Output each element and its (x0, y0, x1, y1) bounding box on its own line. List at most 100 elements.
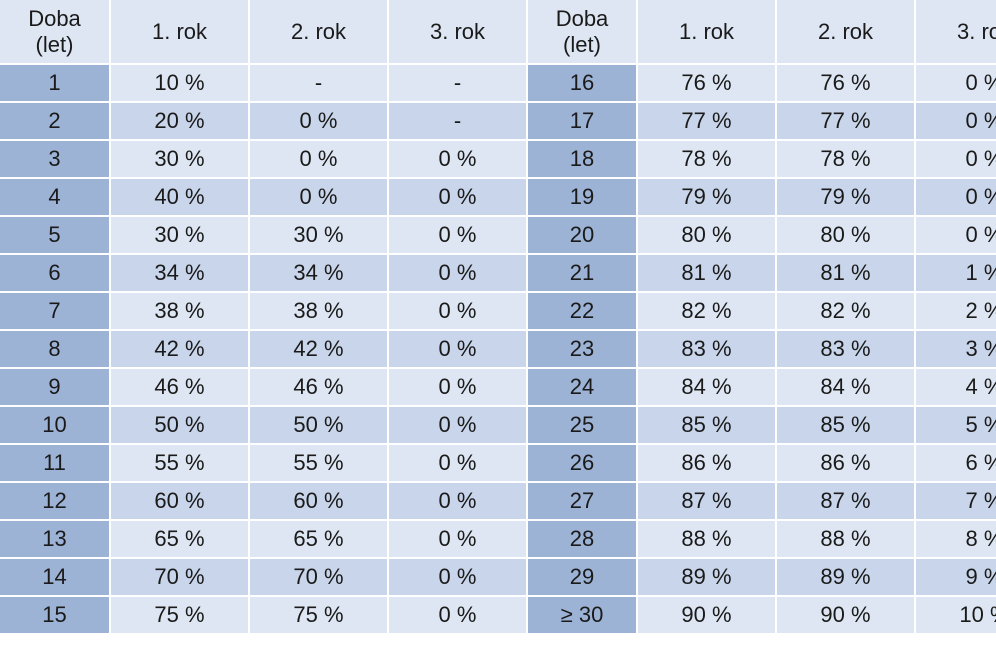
cell-rok3: 4 % (915, 368, 996, 406)
cell-doba: 5 (0, 216, 110, 254)
cell-rok2: 46 % (249, 368, 388, 406)
cell-rok1: 86 % (637, 444, 776, 482)
cell-rok3: 0 % (915, 216, 996, 254)
cell-rok1: 75 % (110, 596, 249, 634)
cell-rok3: 5 % (915, 406, 996, 444)
header-rok2-right: 2. rok (776, 0, 915, 64)
cell-rok3: 7 % (915, 482, 996, 520)
cell-rok1: 50 % (110, 406, 249, 444)
table-row: 1260 %60 %0 %2787 %87 %7 % (0, 482, 996, 520)
data-table: Doba (let) 1. rok 2. rok 3. rok Doba (le… (0, 0, 996, 635)
cell-rok1: 77 % (637, 102, 776, 140)
table-row: 440 %0 %0 %1979 %79 %0 % (0, 178, 996, 216)
cell-rok1: 88 % (637, 520, 776, 558)
cell-rok3: 3 % (915, 330, 996, 368)
cell-doba: 9 (0, 368, 110, 406)
header-doba-line2: (let) (0, 32, 109, 57)
cell-rok3: 0 % (915, 140, 996, 178)
table-row: 1155 %55 %0 %2686 %86 %6 % (0, 444, 996, 482)
cell-rok1: 84 % (637, 368, 776, 406)
cell-rok3: 6 % (915, 444, 996, 482)
cell-rok1: 76 % (637, 64, 776, 102)
cell-doba: 8 (0, 330, 110, 368)
header-doba-right: Doba (let) (527, 0, 637, 64)
header-doba-line1: Doba (0, 6, 109, 31)
cell-rok3: 0 % (388, 558, 527, 596)
header-rok1-left: 1. rok (110, 0, 249, 64)
cell-rok3: 0 % (388, 444, 527, 482)
cell-doba: 23 (527, 330, 637, 368)
cell-rok1: 30 % (110, 216, 249, 254)
cell-rok2: 55 % (249, 444, 388, 482)
table-body: 110 %--1676 %76 %0 %220 %0 %-1777 %77 %0… (0, 64, 996, 634)
cell-rok2: 82 % (776, 292, 915, 330)
cell-rok1: 78 % (637, 140, 776, 178)
cell-doba: 19 (527, 178, 637, 216)
cell-rok3: 0 % (915, 178, 996, 216)
cell-rok1: 60 % (110, 482, 249, 520)
cell-rok1: 30 % (110, 140, 249, 178)
cell-rok2: 77 % (776, 102, 915, 140)
cell-rok2: 84 % (776, 368, 915, 406)
cell-doba: 22 (527, 292, 637, 330)
cell-rok3: - (388, 102, 527, 140)
header-rok2-left: 2. rok (249, 0, 388, 64)
cell-rok3: 0 % (388, 330, 527, 368)
cell-rok1: 46 % (110, 368, 249, 406)
header-rok3-left: 3. rok (388, 0, 527, 64)
cell-rok1: 90 % (637, 596, 776, 634)
cell-rok2: 81 % (776, 254, 915, 292)
cell-doba: 17 (527, 102, 637, 140)
cell-rok1: 38 % (110, 292, 249, 330)
cell-doba: 20 (527, 216, 637, 254)
table-header: Doba (let) 1. rok 2. rok 3. rok Doba (le… (0, 0, 996, 64)
cell-rok3: 10 % (915, 596, 996, 634)
cell-rok2: 0 % (249, 102, 388, 140)
cell-rok3: - (388, 64, 527, 102)
cell-rok3: 0 % (388, 406, 527, 444)
table-row: 1050 %50 %0 %2585 %85 %5 % (0, 406, 996, 444)
cell-doba: 6 (0, 254, 110, 292)
table-row: 842 %42 %0 %2383 %83 %3 % (0, 330, 996, 368)
cell-rok1: 79 % (637, 178, 776, 216)
cell-rok2: 83 % (776, 330, 915, 368)
cell-rok1: 40 % (110, 178, 249, 216)
cell-rok1: 89 % (637, 558, 776, 596)
cell-rok2: - (249, 64, 388, 102)
cell-doba: 28 (527, 520, 637, 558)
cell-rok1: 42 % (110, 330, 249, 368)
cell-rok1: 82 % (637, 292, 776, 330)
cell-doba: 7 (0, 292, 110, 330)
cell-doba: 11 (0, 444, 110, 482)
table-row: 946 %46 %0 %2484 %84 %4 % (0, 368, 996, 406)
table-row: 738 %38 %0 %2282 %82 %2 % (0, 292, 996, 330)
cell-rok2: 60 % (249, 482, 388, 520)
cell-doba: 27 (527, 482, 637, 520)
cell-rok2: 78 % (776, 140, 915, 178)
cell-rok1: 80 % (637, 216, 776, 254)
cell-rok3: 2 % (915, 292, 996, 330)
cell-doba: 13 (0, 520, 110, 558)
cell-doba: 29 (527, 558, 637, 596)
cell-rok3: 0 % (388, 292, 527, 330)
table-row: 110 %--1676 %76 %0 % (0, 64, 996, 102)
cell-rok1: 34 % (110, 254, 249, 292)
cell-doba: 1 (0, 64, 110, 102)
cell-doba: 14 (0, 558, 110, 596)
cell-rok3: 0 % (388, 178, 527, 216)
header-rok3-right: 3. rok (915, 0, 996, 64)
cell-rok2: 50 % (249, 406, 388, 444)
cell-rok2: 79 % (776, 178, 915, 216)
cell-doba: 2 (0, 102, 110, 140)
cell-doba: 18 (527, 140, 637, 178)
table-row: 330 %0 %0 %1878 %78 %0 % (0, 140, 996, 178)
cell-rok2: 80 % (776, 216, 915, 254)
table-row: 530 %30 %0 %2080 %80 %0 % (0, 216, 996, 254)
header-doba-line1-r: Doba (528, 6, 636, 31)
cell-rok2: 75 % (249, 596, 388, 634)
cell-doba: 10 (0, 406, 110, 444)
cell-rok3: 0 % (388, 216, 527, 254)
cell-rok3: 0 % (388, 368, 527, 406)
cell-rok2: 70 % (249, 558, 388, 596)
cell-rok1: 70 % (110, 558, 249, 596)
